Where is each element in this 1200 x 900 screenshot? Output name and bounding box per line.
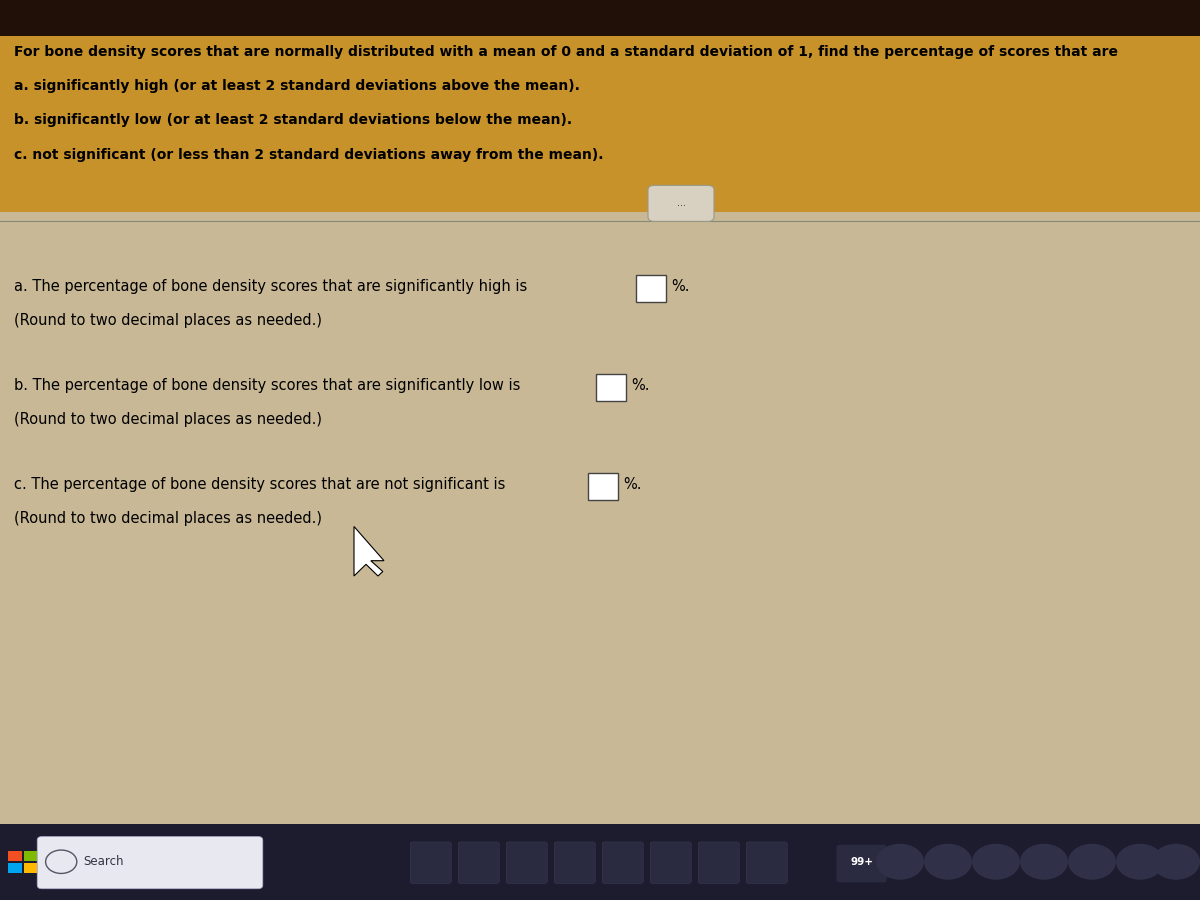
FancyBboxPatch shape <box>836 844 887 882</box>
FancyBboxPatch shape <box>0 824 1200 900</box>
Circle shape <box>1152 844 1200 880</box>
Text: For bone density scores that are normally distributed with a mean of 0 and a sta: For bone density scores that are normall… <box>14 45 1118 59</box>
FancyBboxPatch shape <box>410 842 451 884</box>
FancyBboxPatch shape <box>636 274 666 302</box>
FancyBboxPatch shape <box>650 842 691 884</box>
Circle shape <box>972 844 1020 880</box>
Text: b. significantly low (or at least 2 standard deviations below the mean).: b. significantly low (or at least 2 stan… <box>14 113 572 128</box>
FancyBboxPatch shape <box>8 862 22 873</box>
Text: a. significantly high (or at least 2 standard deviations above the mean).: a. significantly high (or at least 2 sta… <box>14 79 581 94</box>
Circle shape <box>1068 844 1116 880</box>
FancyBboxPatch shape <box>648 185 714 221</box>
Text: %.: %. <box>631 378 649 393</box>
Circle shape <box>876 844 924 880</box>
FancyBboxPatch shape <box>0 0 1200 36</box>
Text: (Round to two decimal places as needed.): (Round to two decimal places as needed.) <box>14 313 323 328</box>
FancyBboxPatch shape <box>698 842 739 884</box>
Circle shape <box>1020 844 1068 880</box>
FancyBboxPatch shape <box>24 851 37 860</box>
FancyBboxPatch shape <box>0 36 1200 211</box>
Text: b. The percentage of bone density scores that are significantly low is: b. The percentage of bone density scores… <box>14 378 521 393</box>
FancyBboxPatch shape <box>0 212 1200 824</box>
Text: %.: %. <box>671 279 689 294</box>
FancyBboxPatch shape <box>8 851 22 860</box>
FancyBboxPatch shape <box>596 374 626 400</box>
FancyBboxPatch shape <box>37 837 263 889</box>
Text: Search: Search <box>83 855 124 868</box>
Polygon shape <box>354 526 384 576</box>
FancyBboxPatch shape <box>602 842 643 884</box>
FancyBboxPatch shape <box>506 842 547 884</box>
Text: c. not significant (or less than 2 standard deviations away from the mean).: c. not significant (or less than 2 stand… <box>14 148 604 162</box>
Text: (Round to two decimal places as needed.): (Round to two decimal places as needed.) <box>14 511 323 526</box>
Circle shape <box>1116 844 1164 880</box>
Text: %.: %. <box>623 477 641 492</box>
FancyBboxPatch shape <box>554 842 595 884</box>
FancyBboxPatch shape <box>24 862 37 873</box>
Text: (Round to two decimal places as needed.): (Round to two decimal places as needed.) <box>14 412 323 427</box>
Text: c. The percentage of bone density scores that are not significant is: c. The percentage of bone density scores… <box>14 477 505 492</box>
Text: a. The percentage of bone density scores that are significantly high is: a. The percentage of bone density scores… <box>14 279 528 294</box>
FancyBboxPatch shape <box>588 472 618 500</box>
Text: ...: ... <box>677 198 685 209</box>
Text: 99+: 99+ <box>850 857 874 867</box>
FancyBboxPatch shape <box>458 842 499 884</box>
FancyBboxPatch shape <box>746 842 787 884</box>
Circle shape <box>924 844 972 880</box>
